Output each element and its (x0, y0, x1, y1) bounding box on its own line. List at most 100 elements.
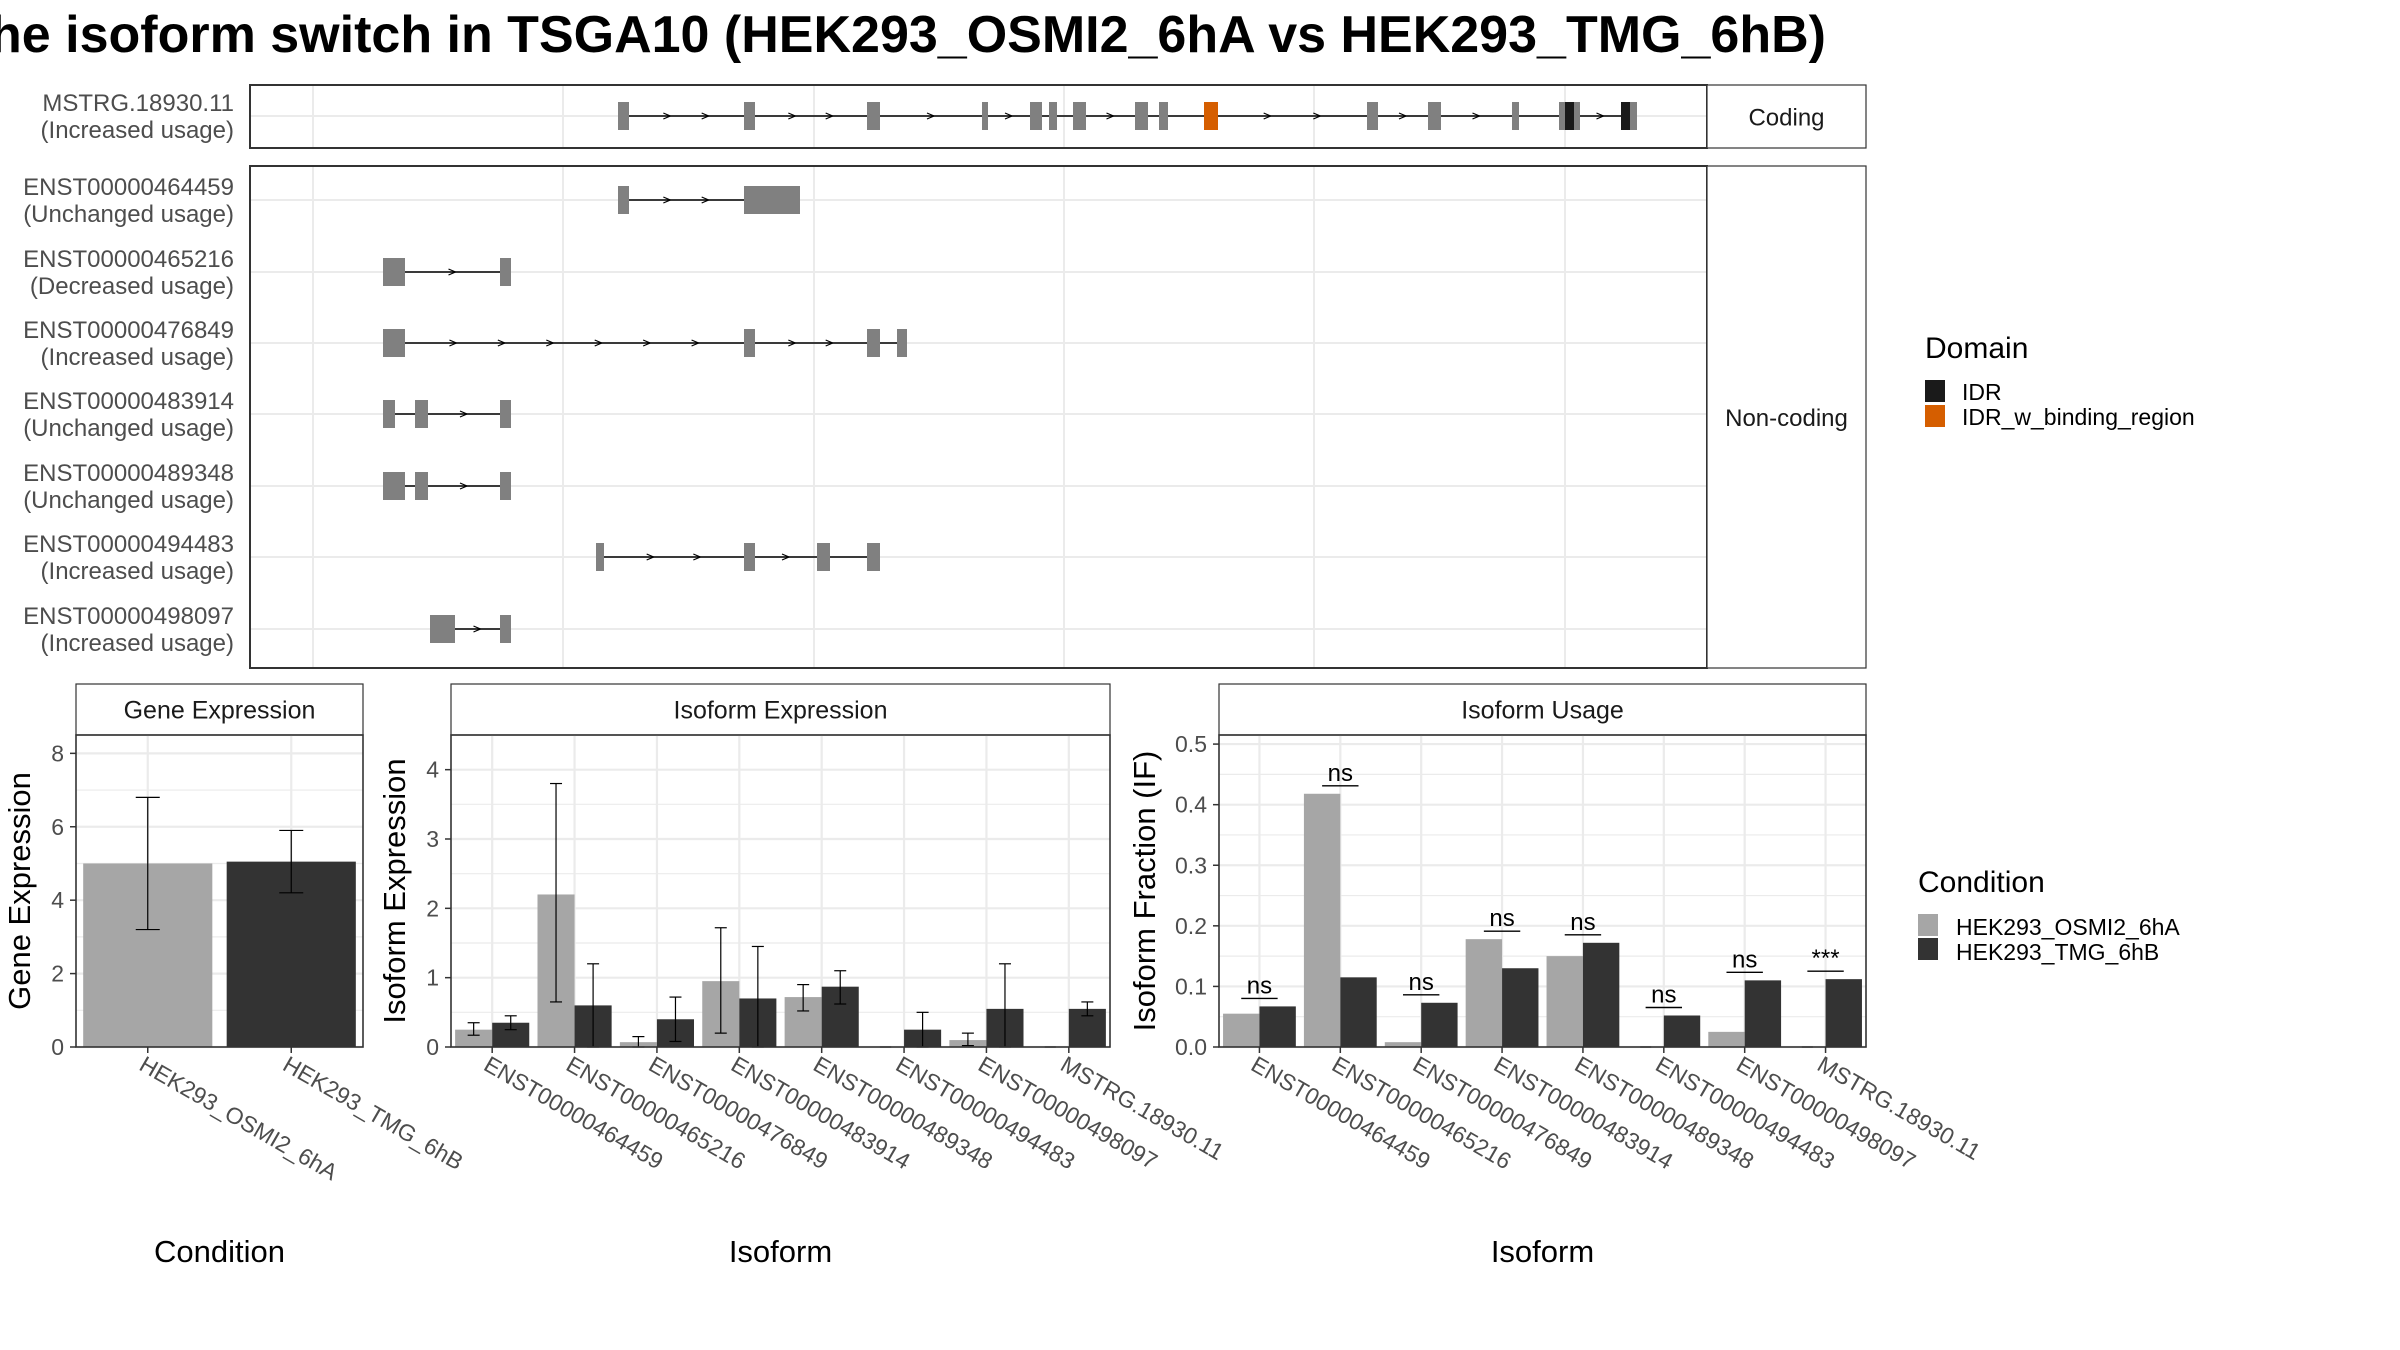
isoform-row-id: ENST00000494483 (23, 531, 234, 558)
y-tick-label: 6 (51, 814, 64, 840)
chart-title: Isoform Expression (674, 697, 888, 725)
bar (1384, 1042, 1422, 1047)
intron-arrow (459, 482, 469, 490)
exon-block (744, 102, 755, 130)
intron-arrow (459, 410, 469, 418)
y-axis-title: Isoform Expression (377, 758, 412, 1023)
exon-block (618, 102, 629, 130)
condition-legend: Condition HEK293_OSMI2_6hA HEK293_TMG_6h… (1918, 866, 2180, 965)
exon-block (1073, 102, 1086, 130)
isoform-row-id: ENST00000476849 (23, 317, 234, 344)
intron-arrow (693, 553, 702, 561)
exon-block (867, 543, 880, 571)
exon-block (744, 186, 800, 214)
chart-panel-border (450, 734, 1111, 1048)
isoform-structure-panel: MSTRG.18930.11(Increased usage) CodingENS… (23, 84, 1867, 669)
significance-label: *** (1812, 945, 1840, 972)
significance-label: ns (1247, 972, 1272, 999)
legend-label-idr-binding: IDR_w_binding_region (1962, 404, 2195, 430)
legend-key-cond1 (1918, 914, 1938, 936)
exon-block (383, 472, 405, 500)
bar (1259, 1006, 1296, 1047)
y-tick-label: 0.5 (1175, 731, 1207, 757)
gene-expression-chart: Gene Expression02468HEK293_OSMI2_6hAHEK2… (2, 683, 468, 1269)
intron-arrow (594, 339, 604, 347)
exon-block (618, 186, 629, 214)
exon-block (1049, 102, 1057, 130)
intron-arrow (788, 112, 797, 120)
significance-label: ns (1651, 981, 1676, 1008)
legend-label-cond1: HEK293_OSMI2_6hA (1956, 914, 2180, 940)
legend-label-cond2: HEK293_TMG_6hB (1956, 939, 2159, 965)
exon-block (744, 329, 755, 357)
isoform-facet-non-coding: ENST00000464459(Unchanged usage)ENST0000… (23, 165, 1867, 669)
isoform-row-status: (Increased usage) (41, 117, 234, 144)
significance-label: ns (1570, 909, 1595, 936)
exon-block (1428, 102, 1441, 130)
y-tick-label: 1 (426, 965, 439, 991)
chart-title: Isoform Usage (1461, 697, 1624, 725)
y-axis-title: Isoform Fraction (IF) (1127, 751, 1162, 1032)
exon-block (817, 543, 830, 571)
exon-block (500, 615, 511, 643)
x-axis-title: Condition (154, 1234, 285, 1269)
chart-panel-border (1218, 734, 1867, 1048)
intron-arrow (926, 112, 936, 120)
y-tick-label: 4 (51, 887, 64, 913)
intron-arrow (788, 339, 797, 347)
bar (1708, 1031, 1745, 1047)
condition-legend-title: Condition (1918, 866, 2045, 899)
y-tick-label: 8 (51, 740, 64, 766)
isoform-row-id: ENST00000464459 (23, 174, 234, 201)
x-axis-title: Isoform (729, 1234, 832, 1269)
exon-block (867, 102, 880, 130)
significance-label: ns (1328, 760, 1353, 787)
intron-arrow (663, 112, 672, 120)
bar (1546, 956, 1583, 1047)
bar (1421, 1002, 1458, 1047)
significance-label: ns (1732, 946, 1757, 973)
legend-key-idr-binding (1925, 405, 1945, 427)
exon-block (1159, 102, 1168, 130)
intron-arrow (497, 339, 507, 347)
exon-block (383, 258, 405, 286)
chart-panel-border (75, 734, 364, 1048)
intron-arrow (781, 553, 791, 561)
intron-arrow (546, 339, 555, 347)
isoform-row-status: (Increased usage) (41, 344, 234, 371)
exon-block (1030, 102, 1042, 130)
domain-legend-title: Domain (1925, 332, 2028, 365)
intron-arrow (825, 112, 835, 120)
intron-arrow (825, 339, 835, 347)
exon-block (500, 400, 511, 428)
y-tick-label: 2 (51, 961, 64, 987)
facet-strip-label: Non-coding (1725, 405, 1848, 432)
y-tick-label: 0.0 (1175, 1034, 1207, 1060)
exon-block (1512, 102, 1519, 130)
isoform-row-status: (Unchanged usage) (23, 415, 234, 442)
y-tick-label: 0 (426, 1034, 439, 1060)
intron-arrow (642, 339, 652, 347)
facet-strip (1706, 84, 1867, 149)
exon-block (500, 472, 511, 500)
isoform-row-id: ENST00000483914 (23, 388, 234, 415)
exon-block (383, 329, 405, 357)
isoform-row-status: (Increased usage) (41, 558, 234, 585)
isoform-row-id: ENST00000465216 (23, 246, 234, 273)
isoform-row-status: (Unchanged usage) (23, 201, 234, 228)
bar (1502, 968, 1539, 1047)
isoform-row-status: (Unchanged usage) (23, 487, 234, 514)
bar (455, 1029, 493, 1047)
chart-title: Gene Expression (124, 697, 316, 725)
y-tick-label: 4 (426, 757, 439, 783)
y-axis-title: Gene Expression (2, 772, 37, 1010)
exon-block (1135, 102, 1148, 130)
domain-block-idr (1621, 102, 1630, 130)
y-tick-label: 0.1 (1175, 973, 1207, 999)
facet-strip (1706, 165, 1867, 669)
exon-block (596, 543, 604, 571)
intron-arrow (691, 339, 701, 347)
intron-arrow (1313, 112, 1322, 120)
bar (1465, 939, 1503, 1047)
intron-arrow (473, 625, 483, 633)
